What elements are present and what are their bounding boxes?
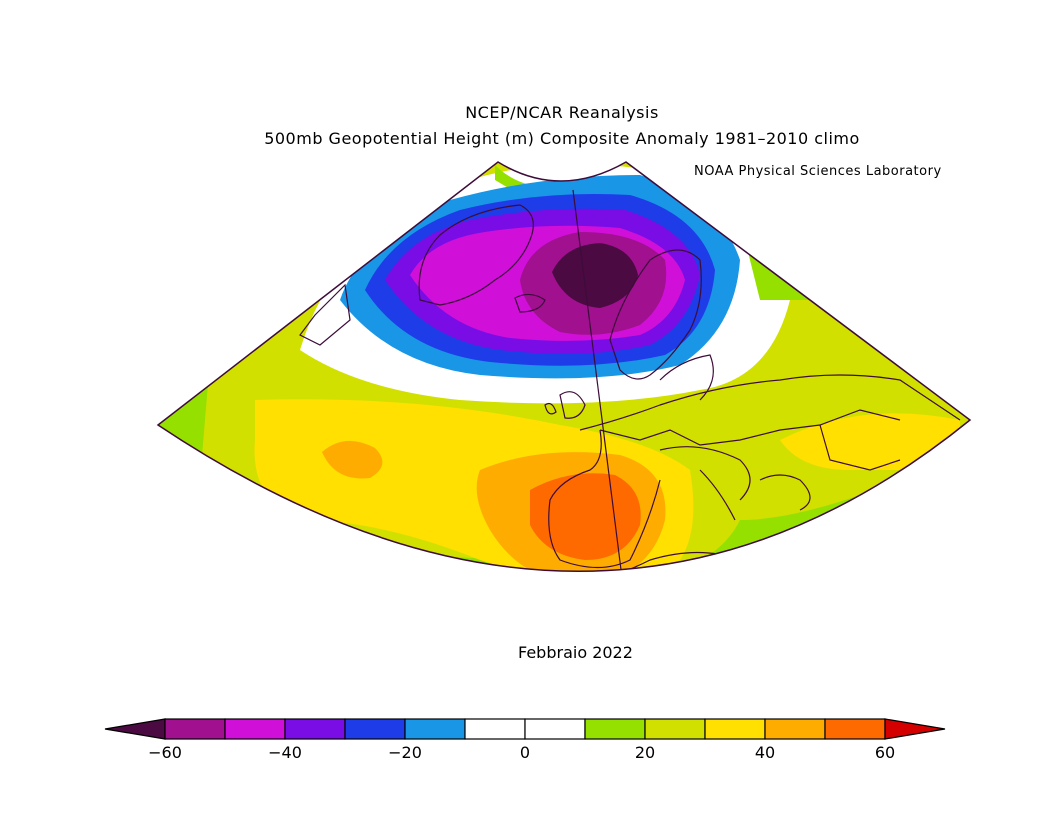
colorbar-bin bbox=[704, 718, 766, 740]
colorbar-bin bbox=[344, 718, 406, 740]
colorbar-ticks: −60 −40 −20 0 20 40 60 bbox=[148, 743, 895, 762]
colorbar-bin-high-arrow bbox=[884, 718, 946, 740]
colorbar-bin bbox=[284, 718, 346, 740]
map-frame bbox=[156, 161, 972, 572]
colorbar-bin bbox=[644, 718, 706, 740]
colorbar-tick-label: 20 bbox=[635, 743, 655, 762]
colorbar-tick-label: 40 bbox=[755, 743, 775, 762]
period-label: Febbraio 2022 bbox=[518, 643, 633, 662]
title-line-1: NCEP/NCAR Reanalysis bbox=[465, 103, 659, 122]
colorbar-bin bbox=[224, 718, 286, 740]
colorbar-tick-label: −40 bbox=[268, 743, 302, 762]
colorbar-tick-label: 60 bbox=[875, 743, 895, 762]
title-line-2: 500mb Geopotential Height (m) Composite … bbox=[264, 129, 860, 148]
colorbar-tick-label: 0 bbox=[520, 743, 530, 762]
colorbar-bin bbox=[404, 718, 466, 740]
meridian-line bbox=[572, 189, 629, 572]
colorbar-bin bbox=[464, 718, 526, 740]
colorbar-bin bbox=[584, 718, 646, 740]
colorbar-bin bbox=[764, 718, 826, 740]
colorbar-tick-label: −60 bbox=[148, 743, 182, 762]
colorbar-bin bbox=[824, 718, 886, 740]
colorbar-bin-low-arrow bbox=[104, 718, 166, 740]
credit-label: NOAA Physical Sciences Laboratory bbox=[694, 164, 942, 179]
colorbar-tick-label: −20 bbox=[388, 743, 422, 762]
colorbar-bin bbox=[524, 718, 586, 740]
colorbar-bins bbox=[104, 718, 946, 740]
colorbar-bin bbox=[164, 718, 226, 740]
